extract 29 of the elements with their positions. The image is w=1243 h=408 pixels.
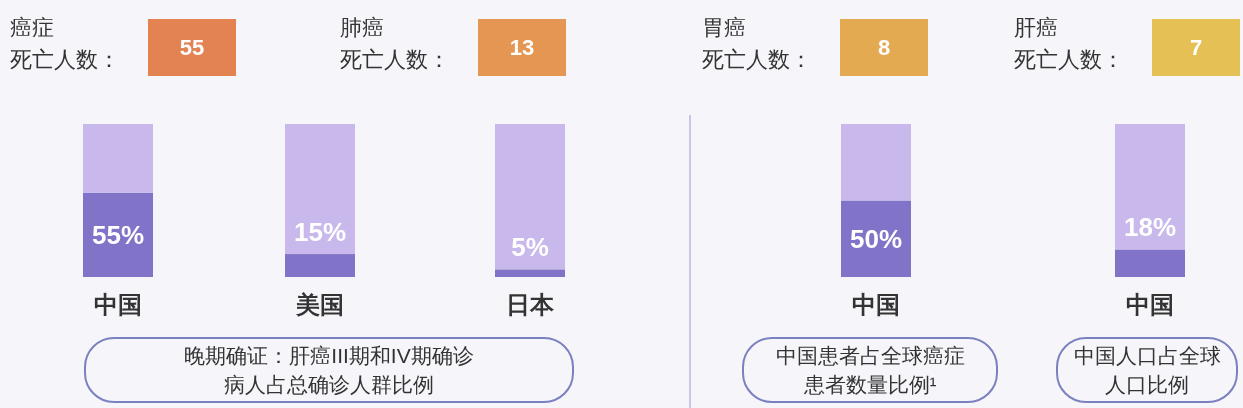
data-label: 8 <box>877 34 891 61</box>
data-label: 5% <box>511 231 549 263</box>
data-label: 55 <box>179 34 205 61</box>
text: 死亡人数： <box>340 46 450 74</box>
category-label: 肺癌 <box>340 14 384 42</box>
category-label: 胃癌 <box>702 14 746 42</box>
x-tick-label: 日本 <box>506 290 554 320</box>
data-label: 13 <box>509 34 535 61</box>
text: 死亡人数： <box>702 47 812 72</box>
bar <box>495 124 565 270</box>
x-axis-title: 晚期确证：肝癌III期和IV期确诊病人占总确诊人群比例 <box>183 343 475 398</box>
data-label: 7 <box>1189 34 1203 61</box>
data-label: 55% <box>91 219 145 251</box>
text: 死亡人数： <box>10 47 120 72</box>
x-tick-label: 中国 <box>94 290 142 320</box>
x-tick-label: 美国 <box>296 290 344 320</box>
bar <box>495 269 565 277</box>
text: 死亡人数： <box>1014 47 1124 72</box>
x-tick-label: 中国 <box>1126 290 1174 320</box>
x-axis-title: 中国患者占全球癌症患者数量比例¹ <box>774 343 966 398</box>
data-label: 15% <box>293 216 347 248</box>
x-tick-label: 中国 <box>852 290 900 320</box>
bar <box>83 192 153 277</box>
category-label: 肝癌 <box>1014 14 1058 42</box>
bar <box>83 124 153 193</box>
data-label: 18% <box>1123 211 1177 243</box>
data-label: 50% <box>849 223 903 255</box>
x-axis-title: 中国人口占全球人口比例 <box>1072 343 1222 398</box>
category-label: 癌症 <box>10 14 54 42</box>
